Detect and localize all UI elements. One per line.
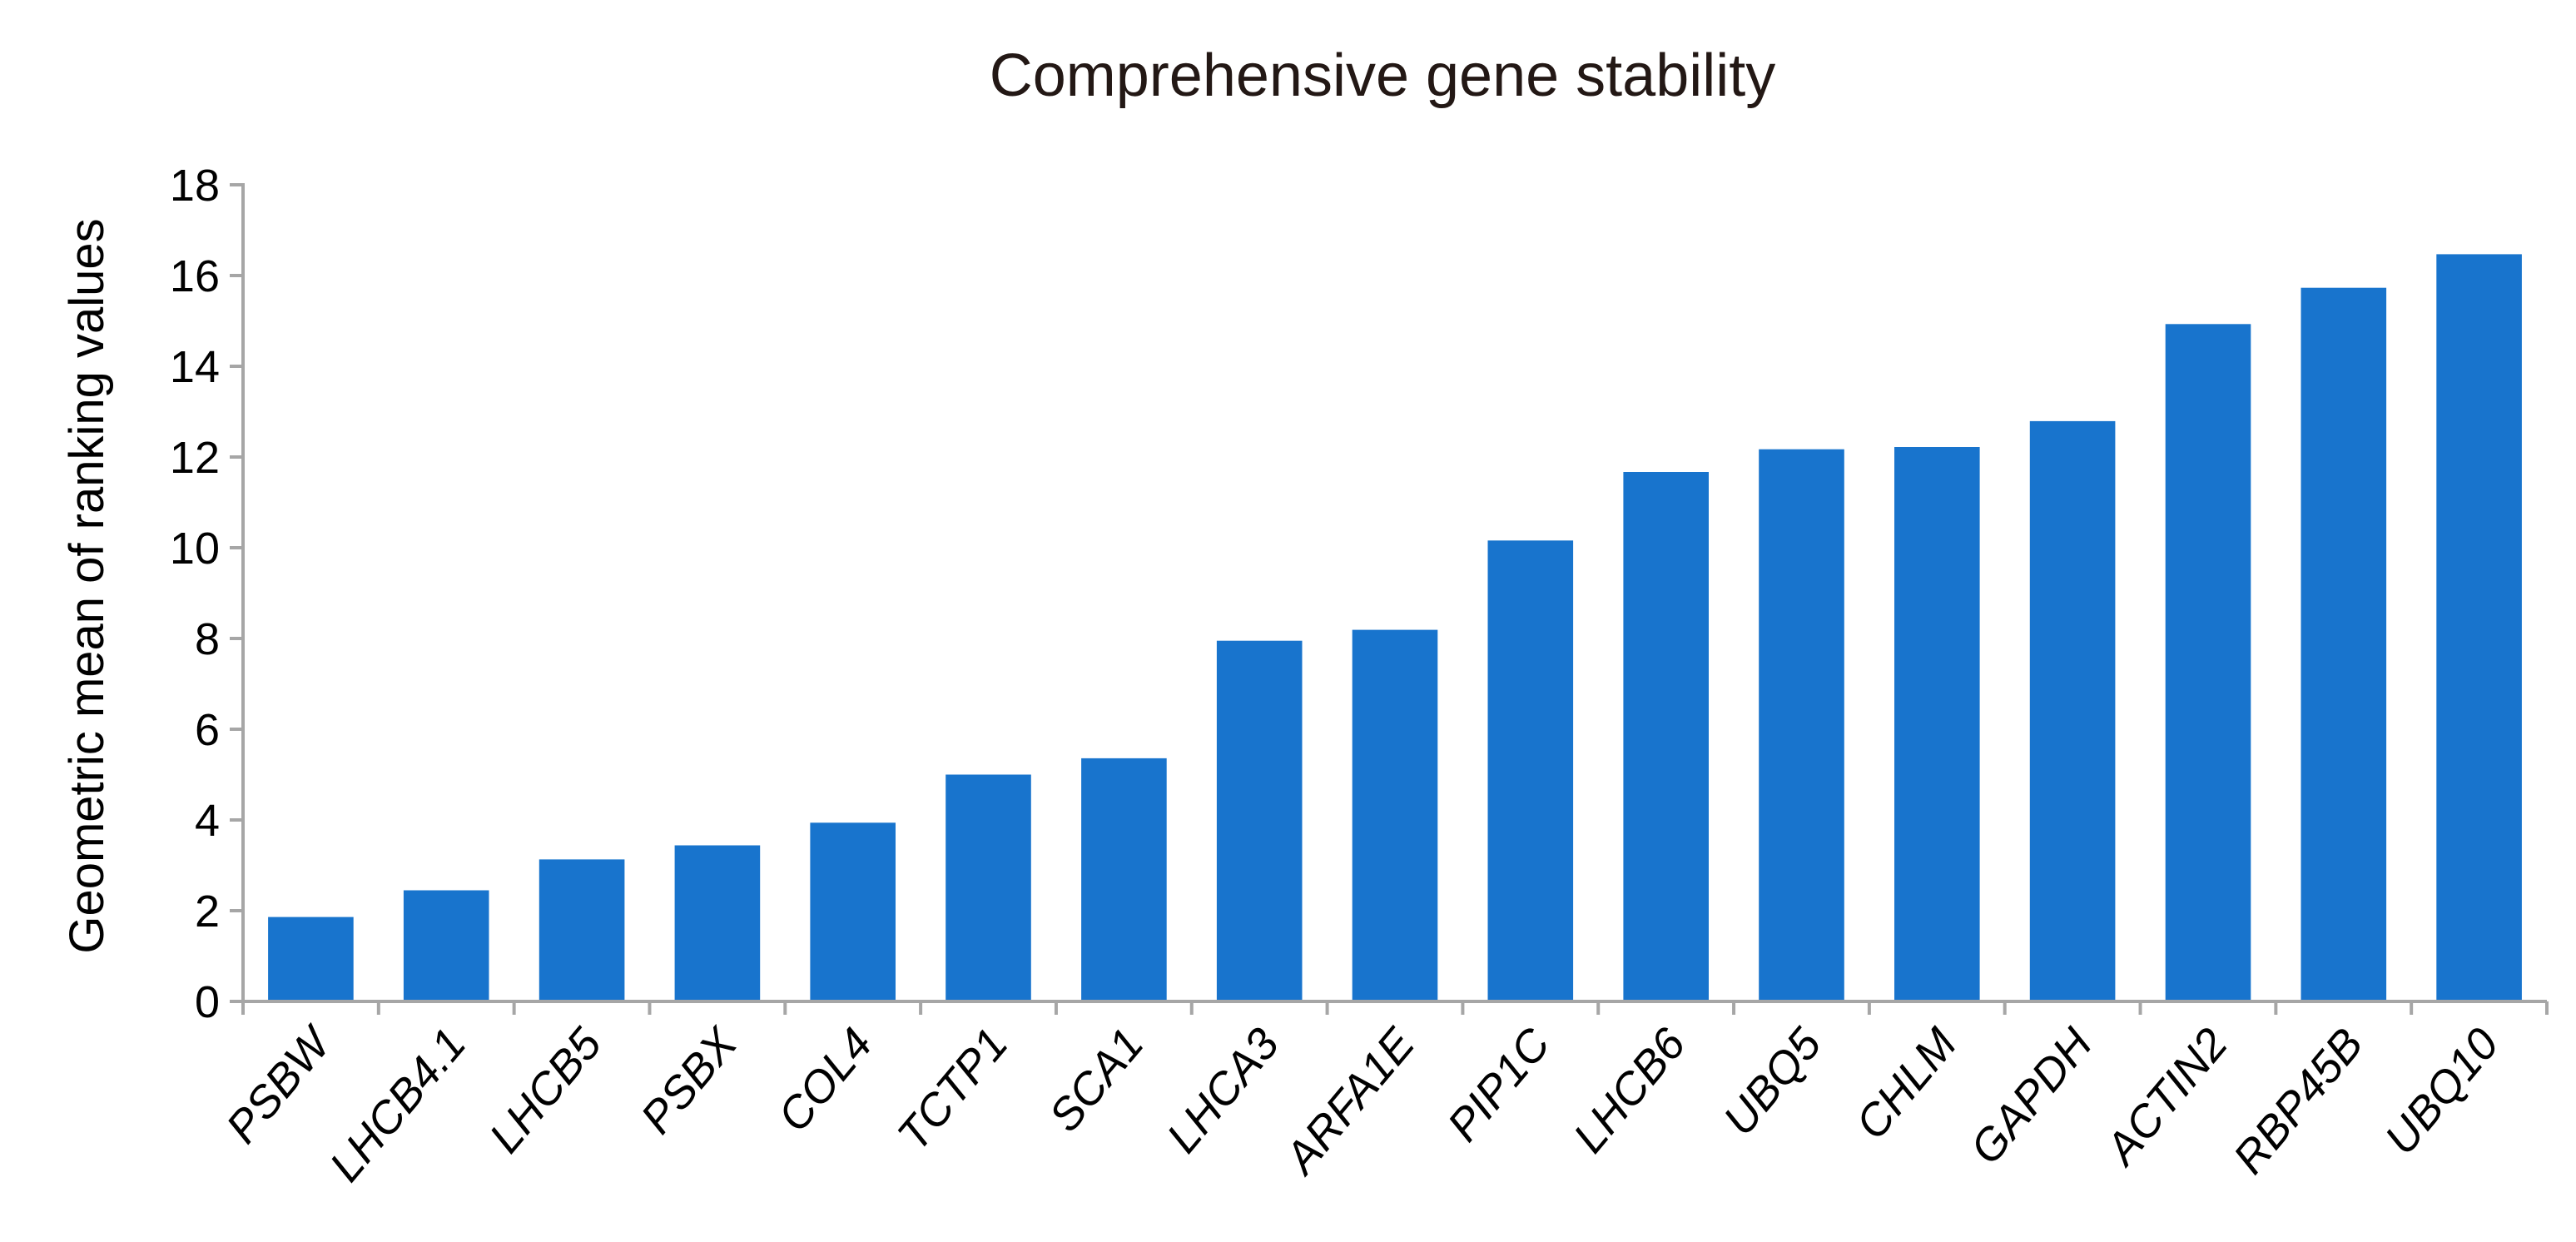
- y-tick-label: 2: [195, 887, 220, 936]
- x-tick-label: SCA1: [1040, 1019, 1154, 1141]
- y-tick-label: 8: [195, 614, 220, 664]
- y-tick-label: 16: [170, 251, 220, 301]
- bar-lhcb5: [539, 859, 625, 1001]
- bars-layer: [268, 254, 2522, 1001]
- y-tick-label: 0: [195, 977, 220, 1027]
- x-tick-label: PIP1C: [1438, 1018, 1561, 1150]
- bar-lhcb6: [1623, 472, 1709, 1001]
- y-axis-label: Geometric mean of ranking values: [60, 218, 114, 953]
- x-tick-label: GAPDH: [1961, 1018, 2102, 1173]
- y-tick-label: 12: [170, 433, 220, 483]
- bar-lhcb4-1: [403, 890, 489, 1001]
- axes-layer: [230, 183, 2549, 1015]
- x-tick-label: PSBW: [216, 1016, 342, 1152]
- x-tick-label: ACTIN2: [2095, 1019, 2237, 1175]
- bar-actin2: [2165, 324, 2251, 1001]
- bar-ubq10: [2436, 254, 2522, 1001]
- x-tick-label: CHLM: [1846, 1019, 1966, 1149]
- x-tick-label: PSBX: [632, 1018, 748, 1143]
- bar-psbw: [268, 917, 354, 1001]
- bar-col4: [810, 822, 896, 1001]
- bar-pip1c: [1487, 540, 1574, 1001]
- x-tick-label: LHCB6: [1564, 1018, 1695, 1162]
- bar-ubq5: [1759, 449, 1844, 1001]
- x-tick-label: LHCA3: [1158, 1019, 1289, 1162]
- bar-tctp1: [946, 774, 1031, 1001]
- x-tick-label: UBQ5: [1714, 1018, 1831, 1145]
- x-tick-label: TCTP1: [888, 1019, 1018, 1160]
- x-tick-label: LHCB5: [479, 1018, 611, 1162]
- y-tick-label: 4: [195, 796, 220, 846]
- x-tick-label: UBQ10: [2375, 1019, 2509, 1164]
- x-tick-label: COL4: [768, 1019, 882, 1141]
- x-tick-label: ARFA1E: [1274, 1018, 1425, 1184]
- bar-chlm: [1894, 447, 1980, 1001]
- bar-lhca3: [1216, 640, 1303, 1001]
- y-tick-label: 14: [170, 342, 220, 392]
- x-tick-label: LHCB4.1: [320, 1019, 476, 1190]
- x-tick-label: RBP45B: [2224, 1019, 2373, 1183]
- y-tick-label: 6: [195, 705, 220, 755]
- bar-sca1: [1081, 758, 1167, 1001]
- bar-rbp45b: [2301, 287, 2387, 1001]
- bar-psbx: [674, 845, 761, 1001]
- chart-title: Comprehensive gene stability: [990, 42, 1776, 109]
- bar-gapdh: [2029, 420, 2116, 1001]
- bar-arfa1e: [1352, 629, 1438, 1001]
- y-tick-label: 10: [170, 524, 220, 574]
- y-tick-label: 18: [170, 161, 220, 211]
